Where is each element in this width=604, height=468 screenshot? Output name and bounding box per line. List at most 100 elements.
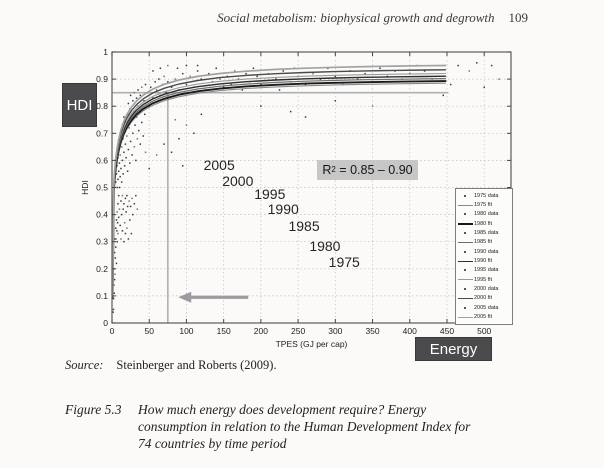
scatter-point [115, 173, 118, 175]
source-label: Source: [65, 358, 104, 372]
y-tick-label: 0.9 [96, 74, 108, 84]
legend-dot-icon [456, 288, 474, 291]
scatter-point [123, 221, 126, 224]
scatter-point [174, 119, 177, 121]
scatter-point [126, 194, 128, 197]
scatter-point [123, 240, 125, 243]
scatter-point [148, 167, 150, 170]
scatter-point [141, 86, 143, 88]
scatter-point [144, 113, 146, 116]
scatter-point [234, 70, 236, 72]
y-tick-label: 0.3 [96, 237, 108, 247]
source-text: Steinberger and Roberts (2009). [116, 358, 277, 372]
scatter-point [449, 83, 452, 86]
scatter-point [115, 238, 117, 240]
x-tick-label: 300 [328, 326, 342, 336]
scatter-point [134, 124, 136, 126]
scatter-point [200, 113, 203, 116]
scatter-point [222, 86, 225, 88]
scatter-point [155, 89, 158, 91]
scatter-point [120, 167, 122, 170]
year-label-2005: 2005 [203, 157, 235, 173]
scatter-point [129, 140, 132, 143]
scatter-point [138, 129, 140, 132]
scatter-point [230, 83, 232, 86]
scatter-point [167, 64, 169, 67]
scatter-point [133, 91, 136, 94]
chart-legend: 1975 data 1975 fit 1980 data 1980 fit 1985 d… [455, 188, 513, 325]
scatter-point [241, 89, 244, 91]
legend-entry: 1995 data [456, 266, 511, 275]
scatter-point [133, 203, 136, 205]
r-squared-prefix: R [322, 163, 332, 177]
year-label-1980: 1980 [309, 238, 341, 255]
scatter-point [423, 70, 426, 72]
y-tick-label: 0.2 [96, 264, 108, 274]
scatter-point [252, 67, 255, 70]
scatter-point [208, 72, 210, 75]
scatter-point [114, 246, 117, 248]
legend-entry-label: 1975 fit [474, 202, 493, 209]
scatter-point [116, 211, 118, 213]
legend-entry-label: 1990 fit [474, 258, 493, 265]
scatter-point [123, 151, 125, 154]
scatter-point [116, 240, 118, 243]
scatter-point [170, 86, 173, 88]
scatter-point [113, 251, 116, 254]
y-tick-label: 0.5 [96, 183, 108, 193]
scatter-point [116, 221, 119, 224]
legend-entry-label: 2000 data [474, 286, 499, 293]
year-label-1990: 1990 [267, 200, 299, 217]
scatter-point [126, 170, 129, 172]
scatter-point [115, 219, 118, 221]
legend-entry-label: 1985 fit [474, 239, 493, 246]
scatter-point [237, 78, 240, 80]
scatter-point [124, 143, 127, 145]
y-axis-label: HDI [80, 180, 90, 195]
scatter-point [128, 127, 130, 129]
legend-dot-icon [456, 213, 474, 216]
scatter-point [483, 86, 485, 88]
scatter-point [125, 156, 127, 159]
legend-line-icon [456, 260, 474, 262]
scatter-point [114, 273, 116, 275]
x-tick-label: 50 [144, 326, 154, 336]
legend-entry-label: 2005 data [474, 304, 499, 311]
r-squared-value: = 0.85 – 0.90 [335, 163, 413, 177]
scatter-point [154, 81, 156, 83]
scatter-point [122, 208, 124, 210]
scatter-point [152, 70, 154, 72]
y-tick-label: 1 [103, 47, 108, 57]
y-tick-label: 0.7 [96, 128, 108, 138]
scatter-point [119, 175, 121, 178]
legend-dot-icon [456, 194, 474, 197]
legend-dot-icon [456, 232, 474, 235]
legend-dot-icon [456, 269, 474, 272]
legend-entry-label: 1985 data [474, 230, 499, 237]
legend-entry: 1985 fit [456, 238, 511, 247]
legend-line-icon [456, 204, 474, 206]
scatter-point [275, 78, 277, 80]
scatter-point [165, 91, 168, 94]
scatter-point [149, 86, 152, 88]
legend-entry: 1990 data [456, 247, 511, 256]
scatter-point [120, 181, 123, 183]
scatter-point [319, 78, 322, 80]
scatter-point [193, 132, 195, 135]
legend-dot-icon [456, 306, 474, 309]
scatter-point [117, 170, 120, 172]
scatter-point [117, 203, 119, 205]
scatter-point [143, 100, 145, 102]
scatter-point [121, 230, 124, 232]
page-number: 109 [508, 10, 529, 25]
scatter-point [126, 227, 128, 229]
scatter-point [117, 232, 119, 235]
scatter-point [115, 262, 118, 265]
scatter-point [144, 83, 147, 86]
scatter-point [174, 78, 177, 80]
x-tick-label: 350 [365, 326, 379, 336]
scatter-point [116, 165, 118, 167]
scatter-point [128, 200, 130, 202]
legend-line-icon [456, 316, 474, 318]
scatter-point [124, 232, 127, 235]
